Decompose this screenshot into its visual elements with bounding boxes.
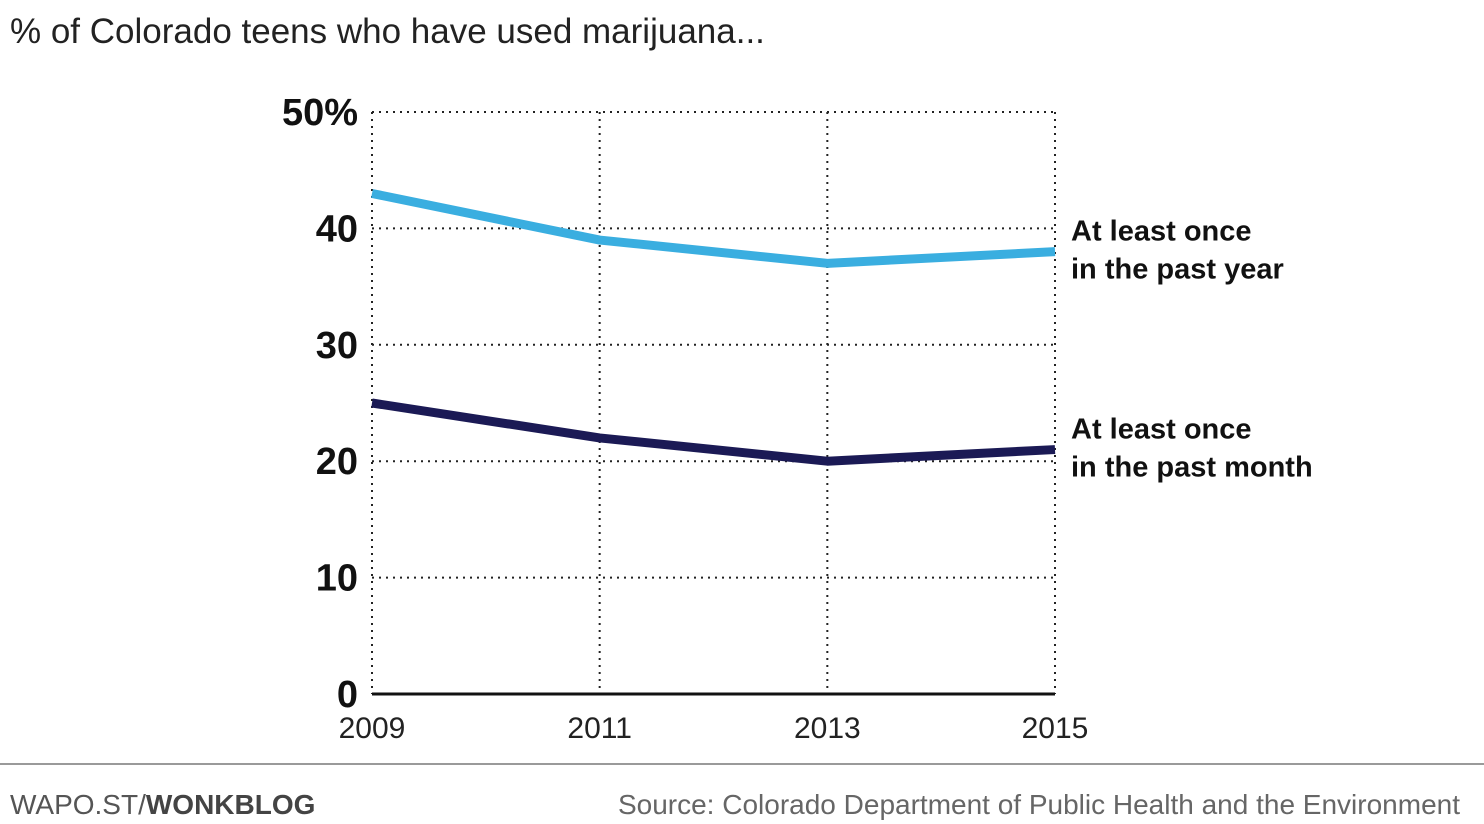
y-tick-label: 50%	[282, 92, 358, 134]
y-tick-label: 10	[316, 558, 358, 600]
series-labels: At least once in the past year At least on…	[1071, 216, 1313, 484]
line-chart: 0 10 20 30 40 50% 2009 2011 2013 2015 At least on…	[282, 92, 1313, 745]
y-tick-label: 20	[316, 441, 358, 483]
x-tick-label: 2015	[1022, 712, 1089, 745]
tick-labels: 0 10 20 30 40 50% 2009 2011 2013 2015	[282, 92, 1088, 745]
series-label: in the past month	[1071, 452, 1313, 484]
series-lines	[371, 189, 1056, 466]
credit-prefix: WAPO.ST/	[10, 789, 146, 820]
gridlines	[371, 111, 1056, 694]
credit: WAPO.ST/WONKBLOG	[10, 789, 315, 821]
y-tick-label: 30	[316, 325, 358, 367]
series-label: in the past year	[1071, 254, 1284, 286]
x-tick-label: 2009	[339, 712, 406, 745]
y-tick-label: 40	[316, 208, 358, 250]
series-line-past-year	[371, 189, 1056, 268]
y-tick-label: 0	[337, 674, 358, 716]
source-note: Source: Colorado Department of Public He…	[617, 789, 1460, 820]
x-tick-label: 2013	[794, 712, 861, 745]
x-tick-label: 2011	[567, 712, 632, 745]
series-line-past-month	[371, 398, 1056, 466]
series-label: At least once	[1071, 414, 1252, 446]
footer-divider	[0, 763, 1484, 765]
credit-brand: WONKBLOG	[145, 789, 316, 820]
chart-title: % of Colorado teens who have used mariju…	[10, 12, 765, 51]
series-label: At least once	[1071, 216, 1252, 248]
